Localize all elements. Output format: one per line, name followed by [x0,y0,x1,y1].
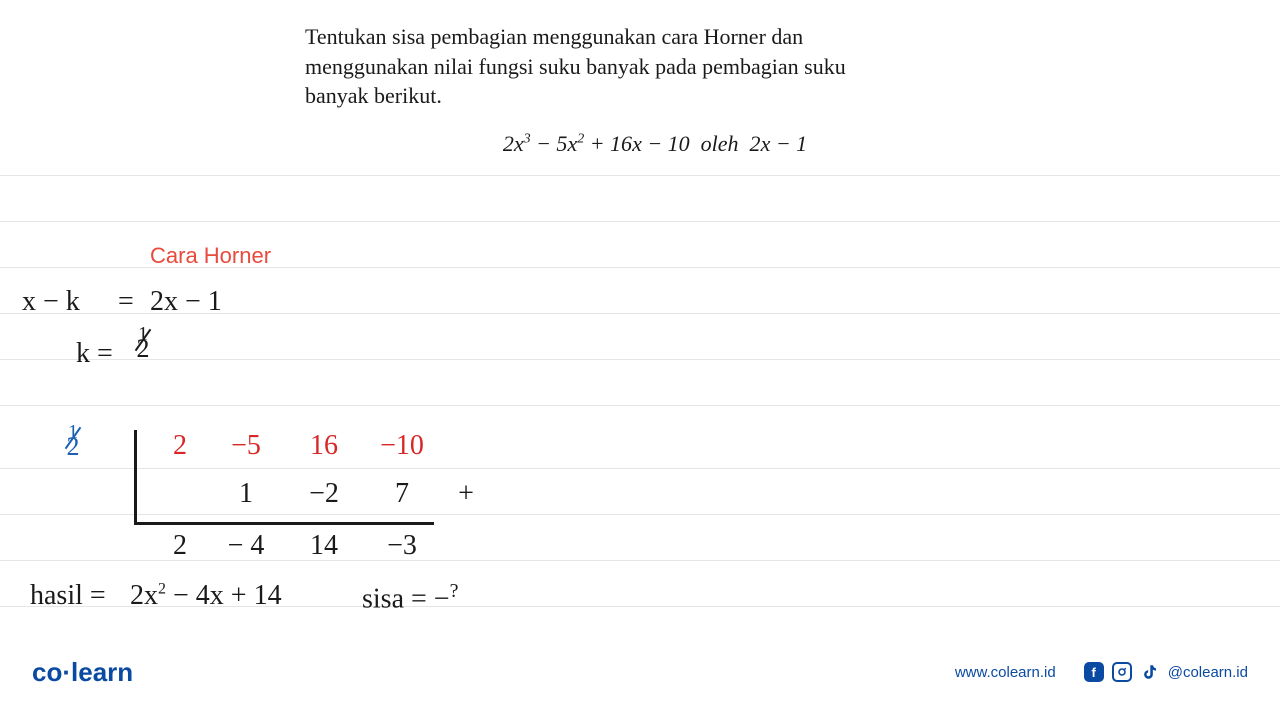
problem-text: Tentukan sisa pembagian menggunakan cara… [305,22,1005,111]
r2c3: −2 [294,478,354,510]
hw-line2-frac: 1 2 [130,326,156,360]
r3c4: −3 [372,530,432,562]
r1c2: −5 [216,430,276,462]
result-label: hasil = [30,580,106,612]
problem-line-2: menggunakan nilai fungsi suku banyak pad… [305,54,846,79]
sisa-label: sisa = −? [362,580,458,615]
horner-hbar [134,522,434,525]
problem-block: Tentukan sisa pembagian menggunakan cara… [305,22,1005,157]
result-expr: 2x2 − 4x + 14 [130,580,282,612]
logo-co: co [32,657,62,687]
horner-scheme: 1 2 2 −5 16 −10 1 −2 7 + 2 − 4 14 −3 [64,430,464,600]
r2c4: 7 [372,478,432,510]
logo-dot: · [62,657,71,687]
r1c1: 2 [150,430,210,462]
horner-k: 1 2 [60,424,86,458]
r2c2: 1 [216,478,276,510]
r1c3: 16 [294,430,354,462]
footer-right: www.colearn.id f @colearn.id [955,662,1248,682]
problem-line-3: banyak berikut. [305,83,442,108]
problem-equation: 2x3 − 5x2 + 16x − 10 oleh 2x − 1 [305,131,1005,157]
hw-line1-rhs: 2x − 1 [150,286,222,318]
r3c2: − 4 [216,530,276,562]
hw-line2-k: k = [76,338,113,370]
logo: co·learn [32,657,133,688]
section-title: Cara Horner [150,243,271,269]
r1c4: −10 [372,430,432,462]
logo-learn: learn [71,657,133,687]
social-handle: @colearn.id [1168,664,1248,681]
problem-line-1: Tentukan sisa pembagian menggunakan cara… [305,24,803,49]
footer: co·learn www.colearn.id f @colearn.id [0,654,1280,690]
facebook-icon: f [1084,662,1104,682]
instagram-icon [1112,662,1132,682]
hw-line1-eq: = [118,286,134,318]
r3c3: 14 [294,530,354,562]
social-group: f @colearn.id [1084,662,1248,682]
tiktok-icon [1140,662,1160,682]
hw-line1-lhs: x − k [22,286,80,318]
site-url: www.colearn.id [955,664,1056,681]
plus-sign: + [436,478,496,510]
horner-vbar [134,430,137,523]
r3c1: 2 [150,530,210,562]
